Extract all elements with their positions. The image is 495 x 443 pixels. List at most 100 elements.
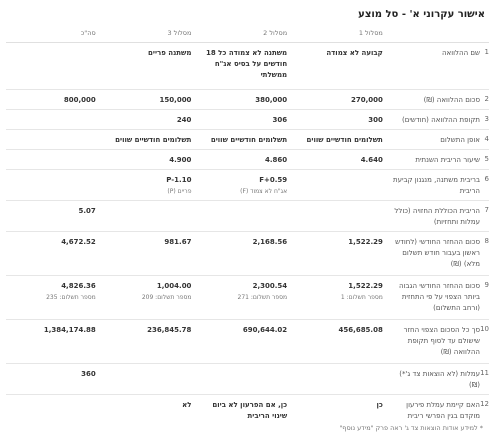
cell-value: תשלומים חודשיים שווים: [115, 136, 192, 144]
cell-value: 270,000: [350, 96, 383, 104]
row-number: 3: [484, 115, 489, 123]
table-row: 9 סכום ההחזר החודשי הגבוה ביותר הצפוי על …: [6, 276, 489, 320]
row-label: אופן התשלום: [440, 136, 480, 144]
cell-track-1: 4.640: [293, 155, 389, 166]
cell-value: משתנה לא צמודה כל 18 חודשים על בסיס אג"ח…: [206, 49, 288, 79]
row-label: סכום ההלוואה (₪): [423, 96, 480, 104]
row-number: 9: [484, 281, 489, 289]
table-header: מסלול 1 מסלול 2 מסלול 3 סה"כ: [6, 24, 489, 43]
cell-track-1: קבועה לא צמודה: [293, 48, 389, 59]
cell-total: 4,672.52: [6, 237, 102, 248]
cell-value: 800,000: [63, 96, 96, 104]
cell-track-2: 306: [197, 115, 293, 126]
cell-value: F+0.59: [259, 176, 288, 184]
row-label: סכום ההחזר החודשי (לחודש ראשון בעבור חוד…: [395, 238, 480, 268]
cell-track-3: לא: [102, 400, 198, 411]
table-row: 10 סך כל הסכום הצפוי החזר שישולם עד לסוף …: [6, 320, 489, 364]
table-row: 6 בריבית משתנה, מנגנון קביעת הריבית F+0.59…: [6, 170, 489, 201]
cell-track-3: 981.67: [102, 237, 198, 248]
table-row: 2 סכום ההלוואה (₪) 270,000 380,000 150,000 80…: [6, 90, 489, 110]
row-number: 2: [484, 95, 489, 103]
column-header-track-1: מסלול 1: [358, 29, 383, 37]
cell-value: 236,845.78: [147, 326, 192, 334]
cell-value: 306: [272, 116, 288, 124]
row-number: 11: [480, 369, 489, 377]
cell-value: תשלומים חודשיים שווים: [306, 136, 383, 144]
column-header-track-3: מסלול 3: [167, 29, 192, 37]
row-number: 10: [480, 325, 489, 333]
cell-value: 4.640: [360, 156, 383, 164]
table-row: 3 תקופת ההלוואה (חודשים) 300 306 240: [6, 110, 489, 130]
cell-value: 2,300.54: [252, 282, 288, 290]
cell-track-1: 1,522.29 מספר תשלום: 1: [293, 281, 389, 303]
cell-value: 1,004.00: [156, 282, 192, 290]
row-label-cell: 3 תקופת ההלוואה (חודשים): [389, 115, 489, 126]
row-label-cell: 2 סכום ההלוואה (₪): [389, 95, 489, 106]
row-label: הריבית הכוללת החזויה (כולל עמלות ותחזיות…: [394, 207, 480, 226]
cell-track-2: 380,000: [197, 95, 293, 106]
cell-track-1: 1,522.29: [293, 237, 389, 248]
cell-value: משתנה פריים: [148, 49, 192, 57]
cell-track-2: 2,300.54 מספר תשלום: 271: [197, 281, 293, 303]
cell-value: 300: [368, 116, 383, 124]
table-row: 7 הריבית הכוללת החזויה (כולל עמלות ותחזיו…: [6, 201, 489, 232]
cell-total: 360: [6, 369, 102, 380]
row-label: שיעור הריבית השנתית: [415, 156, 480, 164]
cell-value: 2,168.56: [252, 238, 288, 246]
row-label: סכום ההחזר החודשי הגבוה ביותר הצפוי על פ…: [399, 282, 480, 312]
cell-value: 150,000: [159, 96, 192, 104]
row-number: 8: [484, 237, 489, 245]
cell-track-3: תשלומים חודשיים שווים: [102, 135, 198, 146]
cell-track-1: 456,685.08: [293, 325, 389, 336]
row-label-cell: 4 אופן התשלום: [389, 135, 489, 146]
cell-track-2: 2,168.56: [197, 237, 293, 248]
cell-value: 5.07: [78, 207, 96, 215]
row-label: עמלות (לא הוצאות צד ג'*) (₪): [399, 370, 480, 389]
table-row: 1 שם ההלוואה קבועה לא צמודה משתנה לא צמודה …: [6, 43, 489, 90]
cell-track-1: תשלומים חודשיים שווים: [293, 135, 389, 146]
cell-track-2: F+0.59 אג"ח לא צמוד (F): [197, 175, 293, 197]
cell-value: קבועה לא צמודה: [326, 49, 383, 57]
cell-track-3: 4.900: [102, 155, 198, 166]
row-label: האם קיימת עמלת פירעון מוקדם בגין הפרשי ר…: [406, 401, 480, 420]
row-label-cell: 10 סך כל הסכום הצפוי החזר שישולם עד לסוף …: [389, 325, 489, 358]
row-number: 12: [480, 400, 489, 408]
cell-subtext: מספר תשלום: 235: [46, 294, 96, 301]
cell-total: 800,000: [6, 95, 102, 106]
cell-value: 1,384,174.88: [43, 326, 96, 334]
cell-value: 360: [81, 370, 96, 378]
cell-track-3: P-1.10 פריים (P): [102, 175, 198, 197]
cell-value: 4.860: [264, 156, 288, 164]
row-number: 4: [484, 135, 489, 143]
table-row: 11 עמלות (לא הוצאות צד ג'*) (₪) 360: [6, 364, 489, 395]
cell-value: כן: [376, 401, 383, 409]
cell-value: 456,685.08: [338, 326, 383, 334]
comparison-table: 1 שם ההלוואה קבועה לא צמודה משתנה לא צמודה …: [6, 43, 489, 422]
cell-value: תשלומים חודשיים שווים: [210, 136, 288, 144]
row-label-cell: 7 הריבית הכוללת החזויה (כולל עמלות ותחזיו…: [389, 206, 489, 228]
cell-track-2: כן, אם הפרעון לא ביום שינוי הריבית: [197, 400, 293, 422]
cell-track-3: 1,004.00 מספר תשלום: 209: [102, 281, 198, 303]
row-label: שם ההלוואה: [441, 49, 480, 57]
cell-track-1: 300: [293, 115, 389, 126]
cell-track-2: משתנה לא צמודה כל 18 חודשים על בסיס אג"ח…: [197, 48, 293, 81]
cell-value: 690,644.02: [242, 326, 288, 334]
cell-value: 1,522.29: [348, 238, 383, 246]
row-label-cell: 1 שם ההלוואה: [389, 48, 489, 59]
footnote: * למידע אודות הוצאות צד ג' ראה פרק "מידע…: [339, 424, 483, 432]
cell-value: 1,522.29: [348, 282, 383, 290]
column-header-track-2: מסלול 2: [263, 29, 288, 37]
page-title: אישור עקרוני א' - סל מוצע: [358, 9, 485, 20]
cell-value: 4,826.36: [61, 282, 96, 290]
row-label-cell: 12 האם קיימת עמלת פירעון מוקדם בגין הפרשי…: [389, 400, 489, 422]
cell-subtext: מספר תשלום: 209: [141, 294, 192, 301]
cell-value: 240: [176, 116, 192, 124]
cell-value: 380,000: [255, 96, 288, 104]
cell-total: 4,826.36 מספר תשלום: 235: [6, 281, 102, 303]
cell-track-3: 236,845.78: [102, 325, 198, 336]
cell-total: 5.07: [6, 206, 102, 217]
row-label-cell: 6 בריבית משתנה, מנגנון קביעת הריבית: [389, 175, 489, 197]
cell-value: 4,672.52: [61, 238, 96, 246]
cell-value: 981.67: [164, 238, 192, 246]
